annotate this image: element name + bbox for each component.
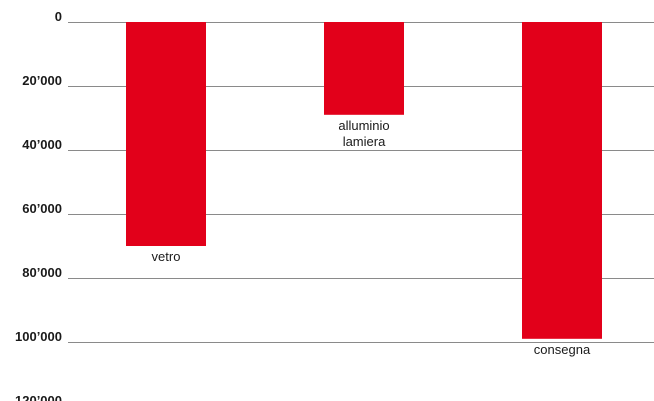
y-tick-label: 100’000 xyxy=(15,329,62,344)
y-tick-label: 40’000 xyxy=(22,137,62,152)
y-axis-ticks: 0 20’000 40’000 60’000 80’000 100’000 120’000 xyxy=(15,9,62,401)
bars xyxy=(126,22,602,339)
y-tick-label: 0 xyxy=(55,9,62,24)
bar-category-label: lamiera xyxy=(343,134,386,149)
bar-vetro xyxy=(126,22,206,246)
bar-category-label: consegna xyxy=(534,342,591,357)
y-tick-label: 80’000 xyxy=(22,265,62,280)
y-tick-label: 60’000 xyxy=(22,201,62,216)
bar-category-label: alluminio xyxy=(338,118,389,133)
bar-alluminio-lamiera xyxy=(324,22,404,115)
bar-category-label: vetro xyxy=(152,249,181,264)
y-tick-label: 120’000 xyxy=(15,393,62,401)
bar-consegna xyxy=(522,22,602,339)
y-tick-label: 20’000 xyxy=(22,73,62,88)
